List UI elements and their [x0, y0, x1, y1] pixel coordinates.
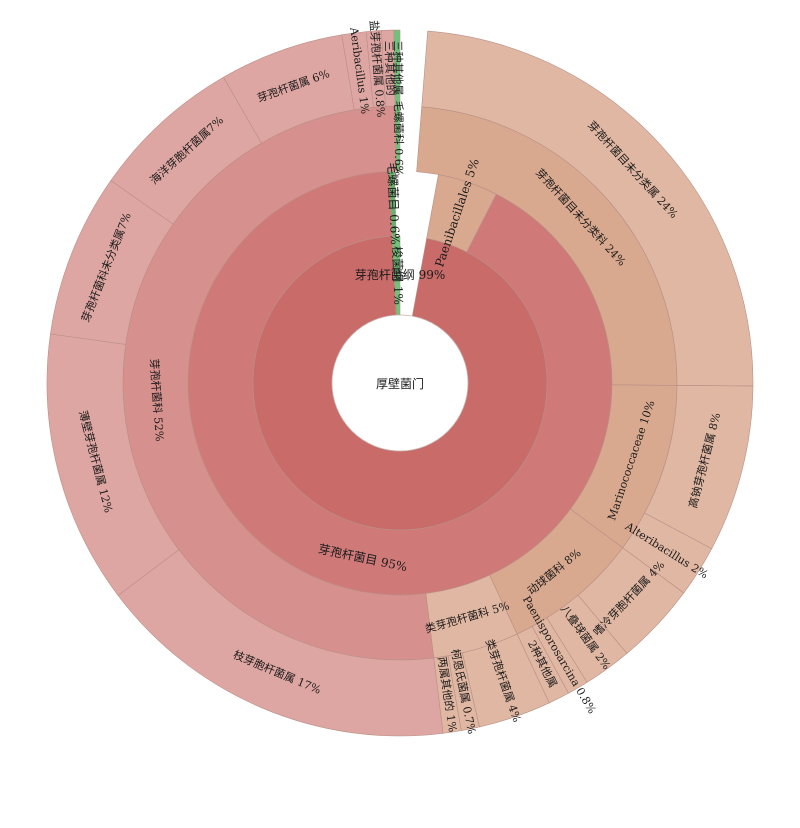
segment-label: 芽孢杆菌纲 99%: [355, 268, 446, 282]
sunburst-segment: [393, 29, 401, 107]
segment-label: 三种其他的: [382, 40, 398, 95]
segment-label: 毛螺菌科 0.6%: [392, 101, 407, 177]
segment-label: 芽孢杆菌科 52%: [147, 358, 167, 442]
segment-label: 梭菌纲 1%: [390, 246, 407, 305]
sunburst-segment: [421, 30, 754, 387]
chart-segments: [46, 29, 754, 737]
center-label: 厚壁菌门: [376, 376, 424, 391]
center-hole: [331, 314, 469, 452]
segment-label: 毛螺菌目 0.6%: [385, 162, 402, 245]
segment-label: 三种其他属: [391, 40, 405, 95]
